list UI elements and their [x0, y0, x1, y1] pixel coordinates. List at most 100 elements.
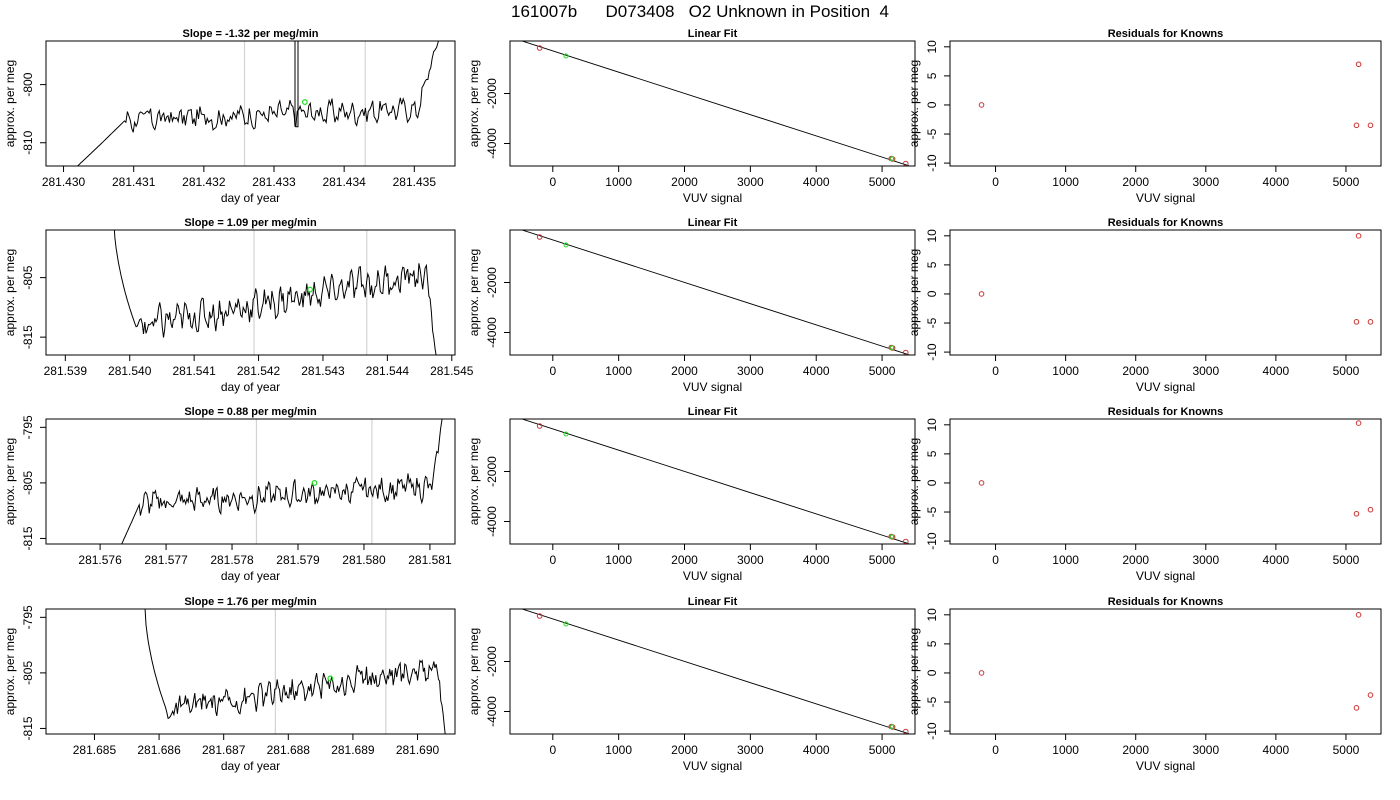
plot-area — [978, 612, 1374, 711]
x-tick-label: 3000 — [1192, 743, 1219, 757]
x-axis-label: VUV signal — [1136, 191, 1195, 205]
plot-area — [76, 41, 439, 166]
y-tick-label: 0 — [925, 101, 939, 108]
panel-title: Residuals for Knowns — [1108, 217, 1224, 229]
plot-frame — [949, 418, 1382, 545]
panel-fit-row-1: Linear Fit 0 1000 2000 3000 4000 5000 -4000 -200… — [467, 28, 916, 205]
x-tick-label: 5000 — [1333, 364, 1360, 378]
x-tick-label: 281.576 — [78, 553, 122, 567]
y-tick-label: -815 — [21, 325, 35, 349]
residual-point — [978, 670, 985, 676]
y-tick-label: 0 — [925, 479, 939, 486]
x-tick-label: 5000 — [1333, 553, 1360, 567]
residual-point — [1367, 122, 1374, 129]
plot-frame — [45, 608, 456, 735]
y-tick-label: 10 — [925, 229, 939, 243]
x-tick-label: 2000 — [1122, 364, 1149, 378]
panel-title: Slope = 1.76 per meg/min — [184, 596, 317, 608]
panel-time-row-3: Slope = 0.88 per meg/min 281.576 281.577 28… — [3, 406, 456, 583]
unknown-point — [889, 156, 895, 162]
x-tick-label: 281.689 — [331, 743, 375, 757]
y-tick-label: 0 — [925, 290, 939, 297]
x-tick-label: 281.541 — [172, 364, 216, 378]
unknown-point — [889, 345, 895, 351]
panel-resid-row-3: Residuals for Knowns 0 1000 2000 3000 4000 500… — [907, 406, 1382, 583]
panel-title: Linear Fit — [688, 596, 738, 608]
unknown-point — [563, 53, 569, 59]
x-tick-label: 2000 — [671, 553, 698, 567]
x-tick-label: 3000 — [1192, 364, 1219, 378]
x-tick-label: 281.542 — [237, 364, 281, 378]
x-axis-label: day of year — [221, 191, 280, 205]
x-axis-label: VUV signal — [1136, 380, 1195, 394]
x-axis-label: day of year — [221, 380, 280, 394]
y-axis-label: approx. per meg — [467, 438, 481, 525]
x-tick-label: 3000 — [737, 175, 764, 189]
unknown-marker — [307, 286, 313, 293]
known-point — [536, 423, 543, 429]
x-tick-label: 1000 — [1052, 553, 1079, 567]
y-tick-label: -815 — [21, 526, 35, 550]
y-tick-label: -5 — [925, 317, 939, 328]
x-tick-label: 5000 — [869, 743, 896, 757]
series-line — [121, 419, 443, 544]
y-tick-label: 5 — [925, 72, 939, 79]
y-axis-label: approx. per meg — [467, 628, 481, 715]
x-tick-label: 1000 — [605, 364, 632, 378]
plot-frame — [45, 418, 456, 545]
plot-area — [520, 41, 911, 166]
x-axis-label: day of year — [221, 569, 280, 583]
known-point — [536, 234, 543, 240]
x-tick-label: 281.578 — [210, 553, 254, 567]
x-tick-label: 3000 — [737, 743, 764, 757]
panel-title: Linear Fit — [688, 406, 738, 418]
x-tick-label: 4000 — [803, 743, 830, 757]
y-axis-label: approx. per meg — [907, 438, 921, 525]
residual-point — [1353, 510, 1360, 517]
y-tick-label: 10 — [925, 418, 939, 432]
y-axis-label: approx. per meg — [907, 60, 921, 147]
panel-resid-row-4: Residuals for Knowns 0 1000 2000 3000 4000 500… — [907, 596, 1382, 773]
unknown-marker — [327, 675, 334, 682]
plot-frame — [45, 229, 456, 356]
x-tick-label: 2000 — [1122, 743, 1149, 757]
residual-point — [978, 480, 985, 486]
plot-frame — [509, 608, 916, 735]
y-tick-label: -10 — [925, 343, 939, 361]
y-tick-label: -805 — [21, 471, 35, 495]
plot-area — [978, 233, 1374, 325]
residual-point — [1355, 61, 1362, 68]
y-tick-label: -795 — [21, 415, 35, 439]
fit-line — [520, 609, 911, 734]
unknown-marker — [301, 99, 308, 105]
y-tick-label: -810 — [21, 130, 35, 154]
x-tick-label: 281.539 — [44, 364, 88, 378]
x-tick-label: 4000 — [1263, 175, 1290, 189]
x-axis-label: VUV signal — [683, 759, 742, 773]
unknown-marker — [311, 479, 318, 486]
x-tick-label: 281.690 — [396, 743, 440, 757]
fit-line — [520, 419, 911, 544]
panel-title: Residuals for Knowns — [1108, 28, 1224, 40]
y-axis-label: approx. per meg — [907, 249, 921, 336]
plot-area — [520, 609, 911, 734]
x-tick-label: 0 — [549, 364, 556, 378]
x-tick-label: 0 — [549, 553, 556, 567]
series-line — [113, 230, 437, 355]
x-tick-label: 4000 — [803, 175, 830, 189]
plot-frame — [509, 418, 916, 545]
x-tick-label: 281.543 — [301, 364, 345, 378]
y-tick-label: -5 — [925, 506, 939, 517]
y-tick-label: 5 — [925, 450, 939, 457]
residual-point — [1355, 233, 1362, 239]
y-tick-label: -10 — [925, 154, 939, 172]
x-tick-label: 5000 — [1333, 175, 1360, 189]
x-tick-label: 5000 — [869, 175, 896, 189]
known-point — [536, 613, 543, 619]
y-tick-label: -4000 — [485, 128, 499, 159]
series-line — [144, 609, 446, 734]
fit-line — [520, 230, 911, 355]
panel-title: Slope = -1.32 per meg/min — [182, 28, 318, 40]
residual-point — [1353, 122, 1360, 129]
plot-area — [520, 419, 911, 544]
